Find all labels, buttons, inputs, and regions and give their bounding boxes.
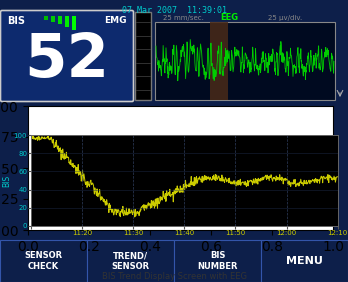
FancyBboxPatch shape — [0, 10, 134, 102]
Bar — [210, 22, 228, 100]
Text: 07 Mar 2007  11:39:01: 07 Mar 2007 11:39:01 — [121, 6, 227, 15]
Bar — [174, 240, 261, 282]
Bar — [65, 16, 69, 27]
Bar — [155, 22, 335, 100]
Text: 25 mm/sec.: 25 mm/sec. — [163, 15, 204, 21]
Text: 52: 52 — [24, 32, 110, 91]
Bar — [44, 16, 48, 20]
Text: MENU: MENU — [286, 256, 323, 266]
Bar — [0, 240, 87, 282]
Text: BIS: BIS — [7, 16, 25, 26]
Text: BIS Trend Display Screen with EEG: BIS Trend Display Screen with EEG — [102, 272, 246, 281]
Text: 25 μv/div.: 25 μv/div. — [268, 15, 302, 21]
Bar — [72, 16, 76, 30]
Text: EMG: EMG — [104, 16, 127, 25]
Text: EEG: EEG — [220, 14, 238, 23]
Bar — [87, 240, 174, 282]
Bar — [51, 16, 55, 22]
Bar — [261, 240, 348, 282]
Text: BIS
NUMBER: BIS NUMBER — [197, 251, 238, 271]
Y-axis label: BIS: BIS — [2, 175, 11, 186]
Bar — [58, 16, 62, 24]
Text: SENSOR
CHECK: SENSOR CHECK — [24, 251, 63, 271]
Text: TREND/
SENSOR: TREND/ SENSOR — [111, 251, 150, 271]
Bar — [135, 12, 151, 100]
